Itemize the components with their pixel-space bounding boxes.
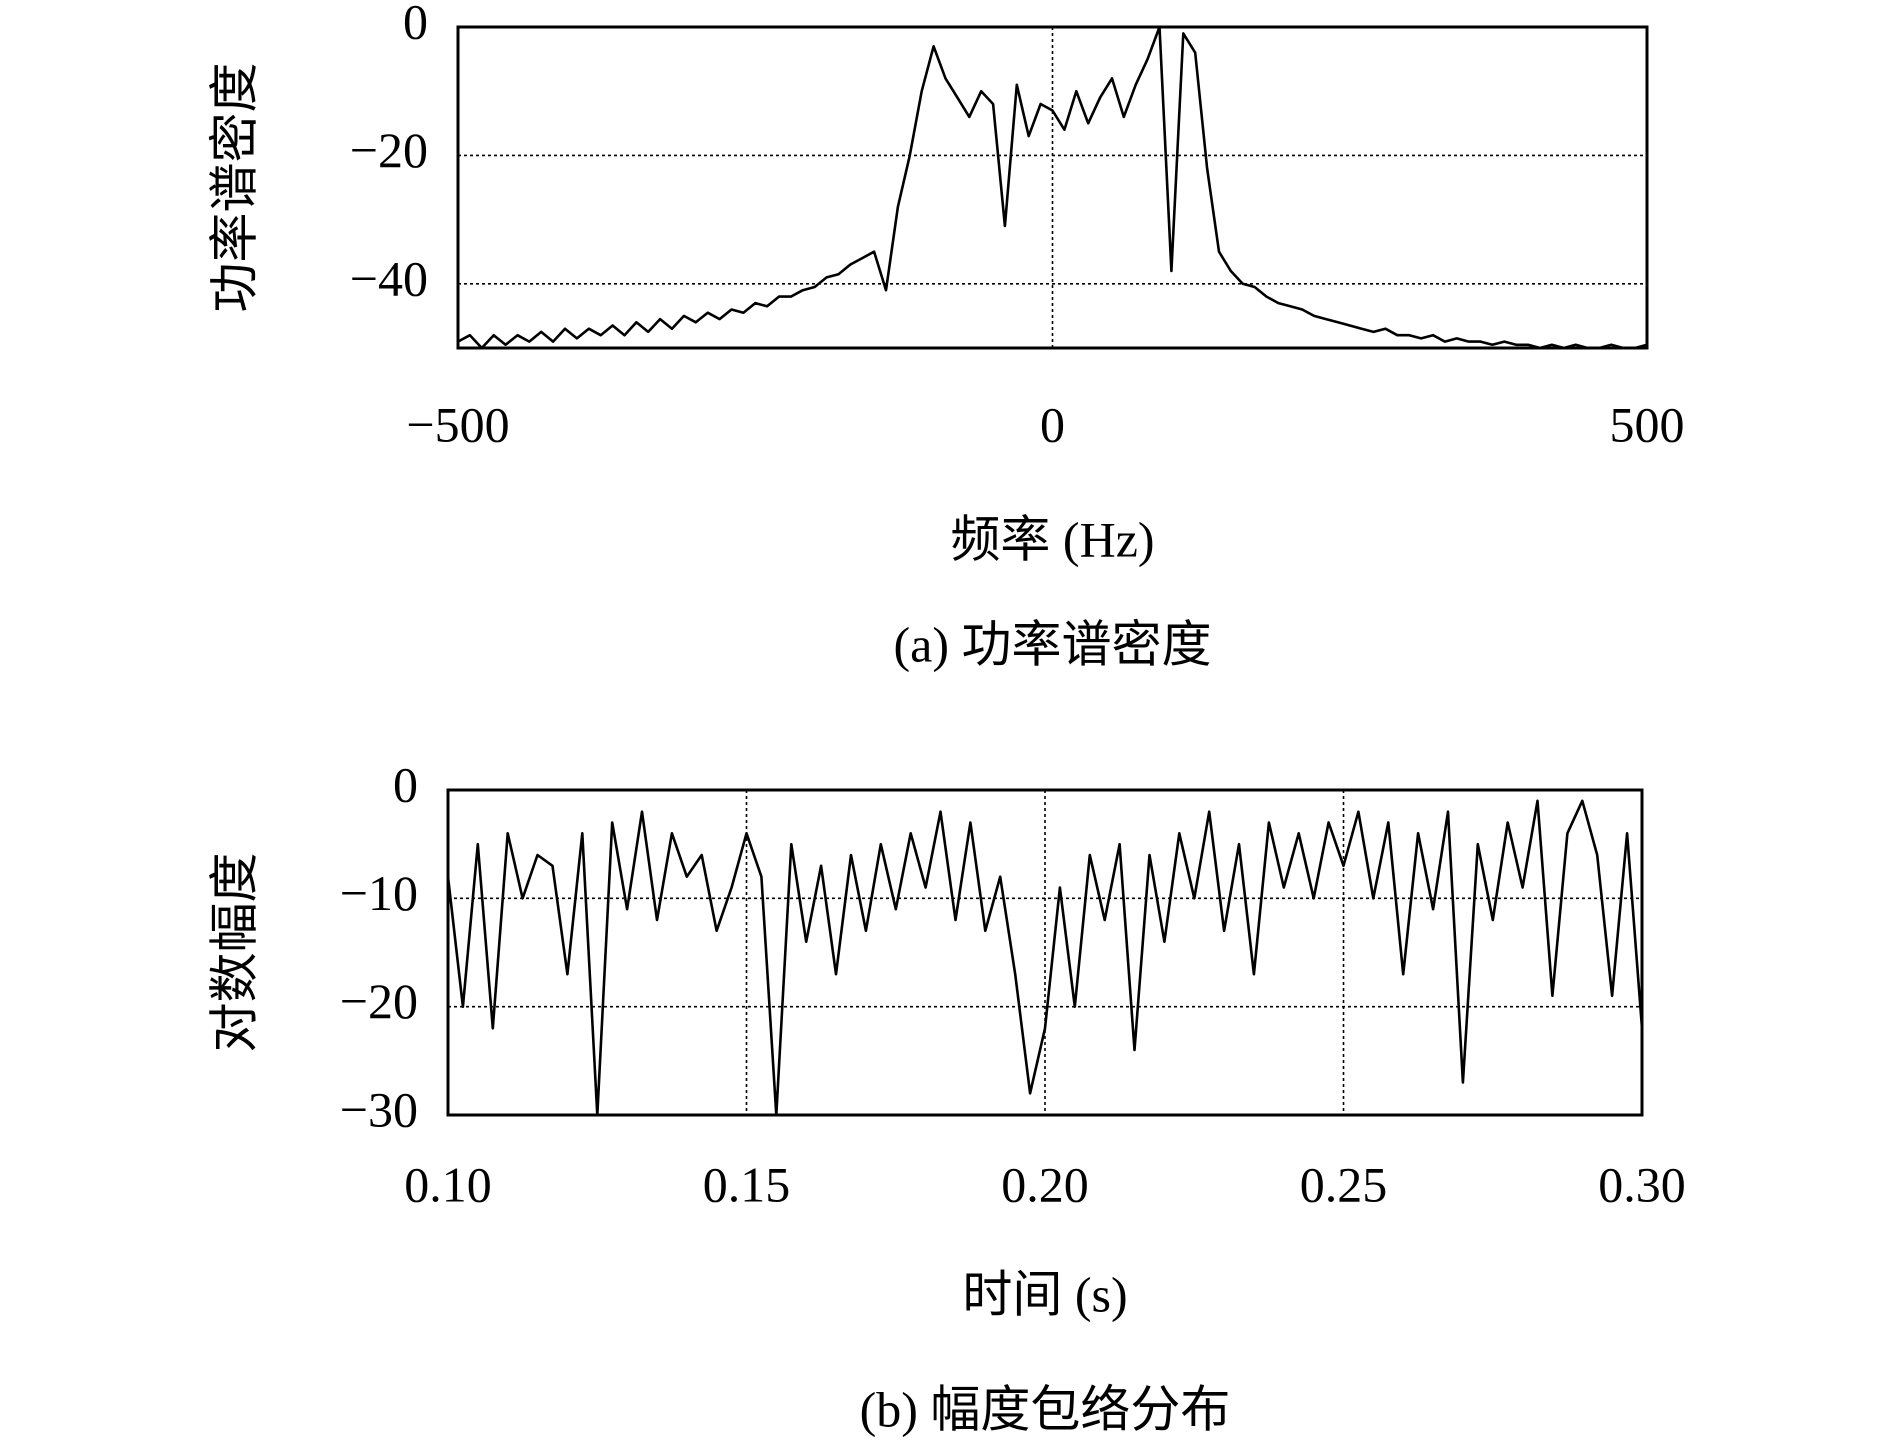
plot-frame xyxy=(446,788,1644,1117)
y-tick-label: −30 xyxy=(340,1081,418,1137)
y-axis-label: 功率谱密度 xyxy=(206,63,262,313)
y-tick-label: −10 xyxy=(340,865,418,921)
data-line xyxy=(457,25,1648,350)
y-tick-label: −20 xyxy=(340,973,418,1029)
x-axis-label: 频率 (Hz) xyxy=(950,511,1154,567)
x-tick-label: 0.25 xyxy=(1300,1156,1388,1212)
x-tick-label: 0 xyxy=(1040,396,1065,452)
y-axis-label: 对数幅度 xyxy=(206,853,262,1053)
x-tick-label: 0.10 xyxy=(404,1156,492,1212)
plot-frame xyxy=(456,25,1649,350)
x-tick-label: 0.20 xyxy=(1001,1156,1089,1212)
x-axis-label: 时间 (s) xyxy=(962,1266,1127,1322)
x-tick-label: 500 xyxy=(1610,396,1685,452)
data-line xyxy=(446,799,1644,1117)
caption: (a) 功率谱密度 xyxy=(894,616,1212,672)
y-tick-label: 0 xyxy=(403,0,428,49)
caption: (b) 幅度包络分布 xyxy=(860,1381,1231,1437)
x-tick-label: −500 xyxy=(406,396,509,452)
x-tick-label: 0.15 xyxy=(703,1156,791,1212)
y-tick-label: −40 xyxy=(350,250,428,306)
y-tick-label: 0 xyxy=(393,756,418,812)
x-tick-label: 0.30 xyxy=(1598,1156,1686,1212)
y-tick-label: −20 xyxy=(350,122,428,178)
